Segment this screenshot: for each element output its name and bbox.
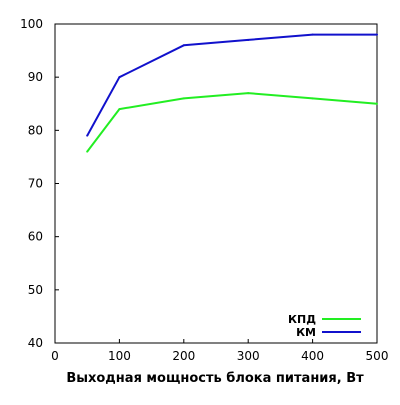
series-0-point [182, 97, 185, 100]
y-tick-label: 100 [20, 17, 43, 31]
axes: 40 50 60 70 80 90 100 0 100 200 300 400 500 [20, 17, 388, 363]
series-1-point [86, 134, 89, 137]
series-1-point [182, 44, 185, 47]
series-1-point [376, 33, 378, 36]
legend-label: КМ [296, 326, 316, 339]
x-tick-label: 200 [172, 349, 195, 363]
y-tick-label: 50 [28, 283, 43, 297]
series-0-point [311, 97, 314, 100]
y-tick-label: 80 [28, 123, 43, 137]
x-tick-label: 300 [237, 349, 260, 363]
series-line-0 [86, 92, 378, 153]
plot-frame [54, 23, 378, 344]
y-tick-label: 70 [28, 177, 43, 191]
series-0-point [376, 102, 378, 105]
series-1-point [247, 38, 250, 41]
y-tick-label: 60 [28, 230, 43, 244]
x-tick-label: 500 [366, 349, 389, 363]
series-0-point [247, 92, 250, 95]
series-layer [86, 33, 378, 153]
y-tick-label: 90 [28, 70, 43, 84]
series-1-point [118, 76, 121, 79]
x-axis-title: Выходная мощность блока питания, Вт [66, 371, 364, 386]
legend-label: КПД [288, 313, 316, 326]
y-tick-label: 40 [28, 336, 43, 350]
x-tick-label: 100 [108, 349, 131, 363]
series-1-point [311, 33, 314, 36]
x-tick-label: 0 [51, 349, 59, 363]
x-tick-label: 400 [301, 349, 324, 363]
series-0-point [86, 150, 89, 153]
series-line-1 [86, 33, 377, 137]
series-0-point [118, 108, 121, 111]
